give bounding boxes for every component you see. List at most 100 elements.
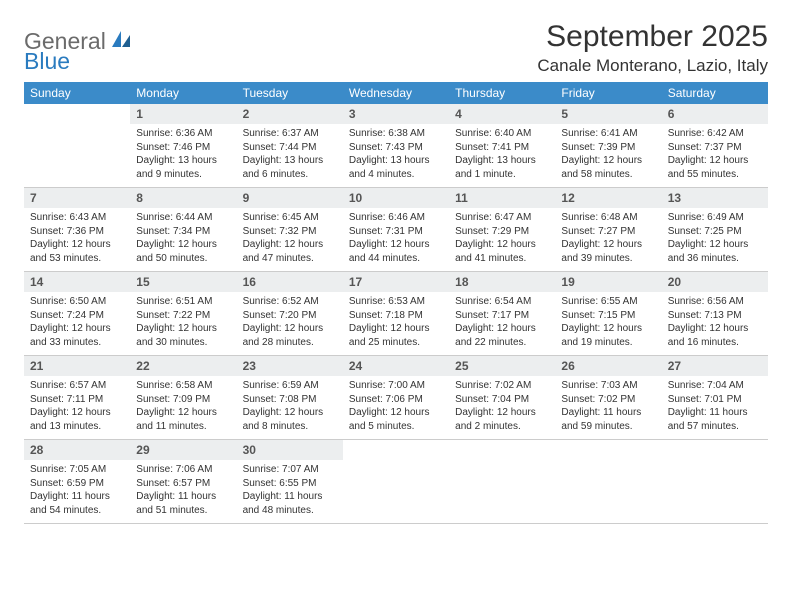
day-line: and 53 minutes. bbox=[30, 252, 124, 266]
day-line: Sunrise: 7:07 AM bbox=[243, 463, 337, 477]
day-line: Sunrise: 6:40 AM bbox=[455, 127, 549, 141]
day-line: Daylight: 12 hours bbox=[136, 406, 230, 420]
day-line: Daylight: 12 hours bbox=[30, 406, 124, 420]
day-cell: 23Sunrise: 6:59 AMSunset: 7:08 PMDayligh… bbox=[237, 356, 343, 439]
day-number: 10 bbox=[343, 188, 449, 208]
day-body: Sunrise: 7:00 AMSunset: 7:06 PMDaylight:… bbox=[343, 376, 449, 439]
day-line: Sunrise: 6:43 AM bbox=[30, 211, 124, 225]
day-line: and 41 minutes. bbox=[455, 252, 549, 266]
day-line: Sunset: 7:01 PM bbox=[668, 393, 762, 407]
day-number: 22 bbox=[130, 356, 236, 376]
logo-text-blue: Blue bbox=[24, 48, 70, 74]
day-body: Sunrise: 6:45 AMSunset: 7:32 PMDaylight:… bbox=[237, 208, 343, 271]
day-cell: 27Sunrise: 7:04 AMSunset: 7:01 PMDayligh… bbox=[662, 356, 768, 439]
day-line: Sunrise: 7:00 AM bbox=[349, 379, 443, 393]
weekday-header-row: SundayMondayTuesdayWednesdayThursdayFrid… bbox=[24, 82, 768, 104]
day-line: Sunrise: 6:36 AM bbox=[136, 127, 230, 141]
weekday-header: Friday bbox=[555, 82, 661, 104]
day-cell: 6Sunrise: 6:42 AMSunset: 7:37 PMDaylight… bbox=[662, 104, 768, 187]
day-line: Daylight: 12 hours bbox=[243, 322, 337, 336]
day-cell: 15Sunrise: 6:51 AMSunset: 7:22 PMDayligh… bbox=[130, 272, 236, 355]
day-line: and 54 minutes. bbox=[30, 504, 124, 518]
day-line: and 22 minutes. bbox=[455, 336, 549, 350]
day-line: and 8 minutes. bbox=[243, 420, 337, 434]
day-line: Daylight: 11 hours bbox=[30, 490, 124, 504]
day-cell: 14Sunrise: 6:50 AMSunset: 7:24 PMDayligh… bbox=[24, 272, 130, 355]
day-line: Sunset: 7:15 PM bbox=[561, 309, 655, 323]
day-line: Sunset: 7:32 PM bbox=[243, 225, 337, 239]
day-line: and 5 minutes. bbox=[349, 420, 443, 434]
day-line: and 39 minutes. bbox=[561, 252, 655, 266]
day-line: Sunset: 7:11 PM bbox=[30, 393, 124, 407]
day-line: Sunrise: 6:41 AM bbox=[561, 127, 655, 141]
day-line: and 11 minutes. bbox=[136, 420, 230, 434]
day-number: 2 bbox=[237, 104, 343, 124]
day-line: and 57 minutes. bbox=[668, 420, 762, 434]
day-cell: 3Sunrise: 6:38 AMSunset: 7:43 PMDaylight… bbox=[343, 104, 449, 187]
day-number: 7 bbox=[24, 188, 130, 208]
day-line: Sunset: 7:39 PM bbox=[561, 141, 655, 155]
day-body: Sunrise: 6:36 AMSunset: 7:46 PMDaylight:… bbox=[130, 124, 236, 187]
day-line: Sunset: 7:08 PM bbox=[243, 393, 337, 407]
day-body: Sunrise: 6:54 AMSunset: 7:17 PMDaylight:… bbox=[449, 292, 555, 355]
day-line: and 51 minutes. bbox=[136, 504, 230, 518]
day-cell: 8Sunrise: 6:44 AMSunset: 7:34 PMDaylight… bbox=[130, 188, 236, 271]
week-row: 14Sunrise: 6:50 AMSunset: 7:24 PMDayligh… bbox=[24, 272, 768, 356]
day-line: Daylight: 11 hours bbox=[136, 490, 230, 504]
day-line: and 30 minutes. bbox=[136, 336, 230, 350]
day-line: and 6 minutes. bbox=[243, 168, 337, 182]
day-line: Sunrise: 7:03 AM bbox=[561, 379, 655, 393]
day-line: and 48 minutes. bbox=[243, 504, 337, 518]
day-line: Sunset: 7:17 PM bbox=[455, 309, 549, 323]
day-line: Sunset: 7:04 PM bbox=[455, 393, 549, 407]
day-line: Daylight: 12 hours bbox=[349, 238, 443, 252]
week-row: 7Sunrise: 6:43 AMSunset: 7:36 PMDaylight… bbox=[24, 188, 768, 272]
day-body: Sunrise: 6:46 AMSunset: 7:31 PMDaylight:… bbox=[343, 208, 449, 271]
day-body: Sunrise: 6:53 AMSunset: 7:18 PMDaylight:… bbox=[343, 292, 449, 355]
day-line: Sunset: 7:22 PM bbox=[136, 309, 230, 323]
day-body: Sunrise: 6:50 AMSunset: 7:24 PMDaylight:… bbox=[24, 292, 130, 355]
title-block: September 2025 Canale Monterano, Lazio, … bbox=[537, 20, 768, 76]
day-cell-empty bbox=[662, 440, 768, 523]
day-line: Sunset: 7:09 PM bbox=[136, 393, 230, 407]
weekday-header: Sunday bbox=[24, 82, 130, 104]
day-cell: 16Sunrise: 6:52 AMSunset: 7:20 PMDayligh… bbox=[237, 272, 343, 355]
day-line: Sunset: 7:34 PM bbox=[136, 225, 230, 239]
day-number: 14 bbox=[24, 272, 130, 292]
day-line: Sunrise: 7:02 AM bbox=[455, 379, 549, 393]
day-body: Sunrise: 7:07 AMSunset: 6:55 PMDaylight:… bbox=[237, 460, 343, 523]
day-line: Daylight: 12 hours bbox=[561, 322, 655, 336]
day-line: Daylight: 12 hours bbox=[668, 238, 762, 252]
day-line: Sunrise: 6:56 AM bbox=[668, 295, 762, 309]
day-line: Sunset: 7:25 PM bbox=[668, 225, 762, 239]
day-line: Sunrise: 6:42 AM bbox=[668, 127, 762, 141]
day-cell: 24Sunrise: 7:00 AMSunset: 7:06 PMDayligh… bbox=[343, 356, 449, 439]
week-row: 1Sunrise: 6:36 AMSunset: 7:46 PMDaylight… bbox=[24, 104, 768, 188]
day-line: Sunrise: 6:45 AM bbox=[243, 211, 337, 225]
weekday-header: Wednesday bbox=[343, 82, 449, 104]
day-body: Sunrise: 6:48 AMSunset: 7:27 PMDaylight:… bbox=[555, 208, 661, 271]
week-row: 21Sunrise: 6:57 AMSunset: 7:11 PMDayligh… bbox=[24, 356, 768, 440]
weekday-header: Monday bbox=[130, 82, 236, 104]
day-body: Sunrise: 6:38 AMSunset: 7:43 PMDaylight:… bbox=[343, 124, 449, 187]
day-line: and 4 minutes. bbox=[349, 168, 443, 182]
day-line: Daylight: 12 hours bbox=[30, 238, 124, 252]
day-body: Sunrise: 7:03 AMSunset: 7:02 PMDaylight:… bbox=[555, 376, 661, 439]
day-cell: 19Sunrise: 6:55 AMSunset: 7:15 PMDayligh… bbox=[555, 272, 661, 355]
day-line: Sunset: 7:13 PM bbox=[668, 309, 762, 323]
day-cell: 10Sunrise: 6:46 AMSunset: 7:31 PMDayligh… bbox=[343, 188, 449, 271]
day-body: Sunrise: 7:06 AMSunset: 6:57 PMDaylight:… bbox=[130, 460, 236, 523]
day-number: 21 bbox=[24, 356, 130, 376]
day-line: Sunset: 7:02 PM bbox=[561, 393, 655, 407]
day-line: Daylight: 12 hours bbox=[243, 238, 337, 252]
day-line: Daylight: 12 hours bbox=[136, 238, 230, 252]
weekday-header: Tuesday bbox=[237, 82, 343, 104]
day-cell: 5Sunrise: 6:41 AMSunset: 7:39 PMDaylight… bbox=[555, 104, 661, 187]
day-line: Sunrise: 7:04 AM bbox=[668, 379, 762, 393]
day-cell: 22Sunrise: 6:58 AMSunset: 7:09 PMDayligh… bbox=[130, 356, 236, 439]
day-line: Daylight: 12 hours bbox=[561, 154, 655, 168]
day-cell: 26Sunrise: 7:03 AMSunset: 7:02 PMDayligh… bbox=[555, 356, 661, 439]
day-cell: 29Sunrise: 7:06 AMSunset: 6:57 PMDayligh… bbox=[130, 440, 236, 523]
weekday-header: Saturday bbox=[662, 82, 768, 104]
day-number: 16 bbox=[237, 272, 343, 292]
